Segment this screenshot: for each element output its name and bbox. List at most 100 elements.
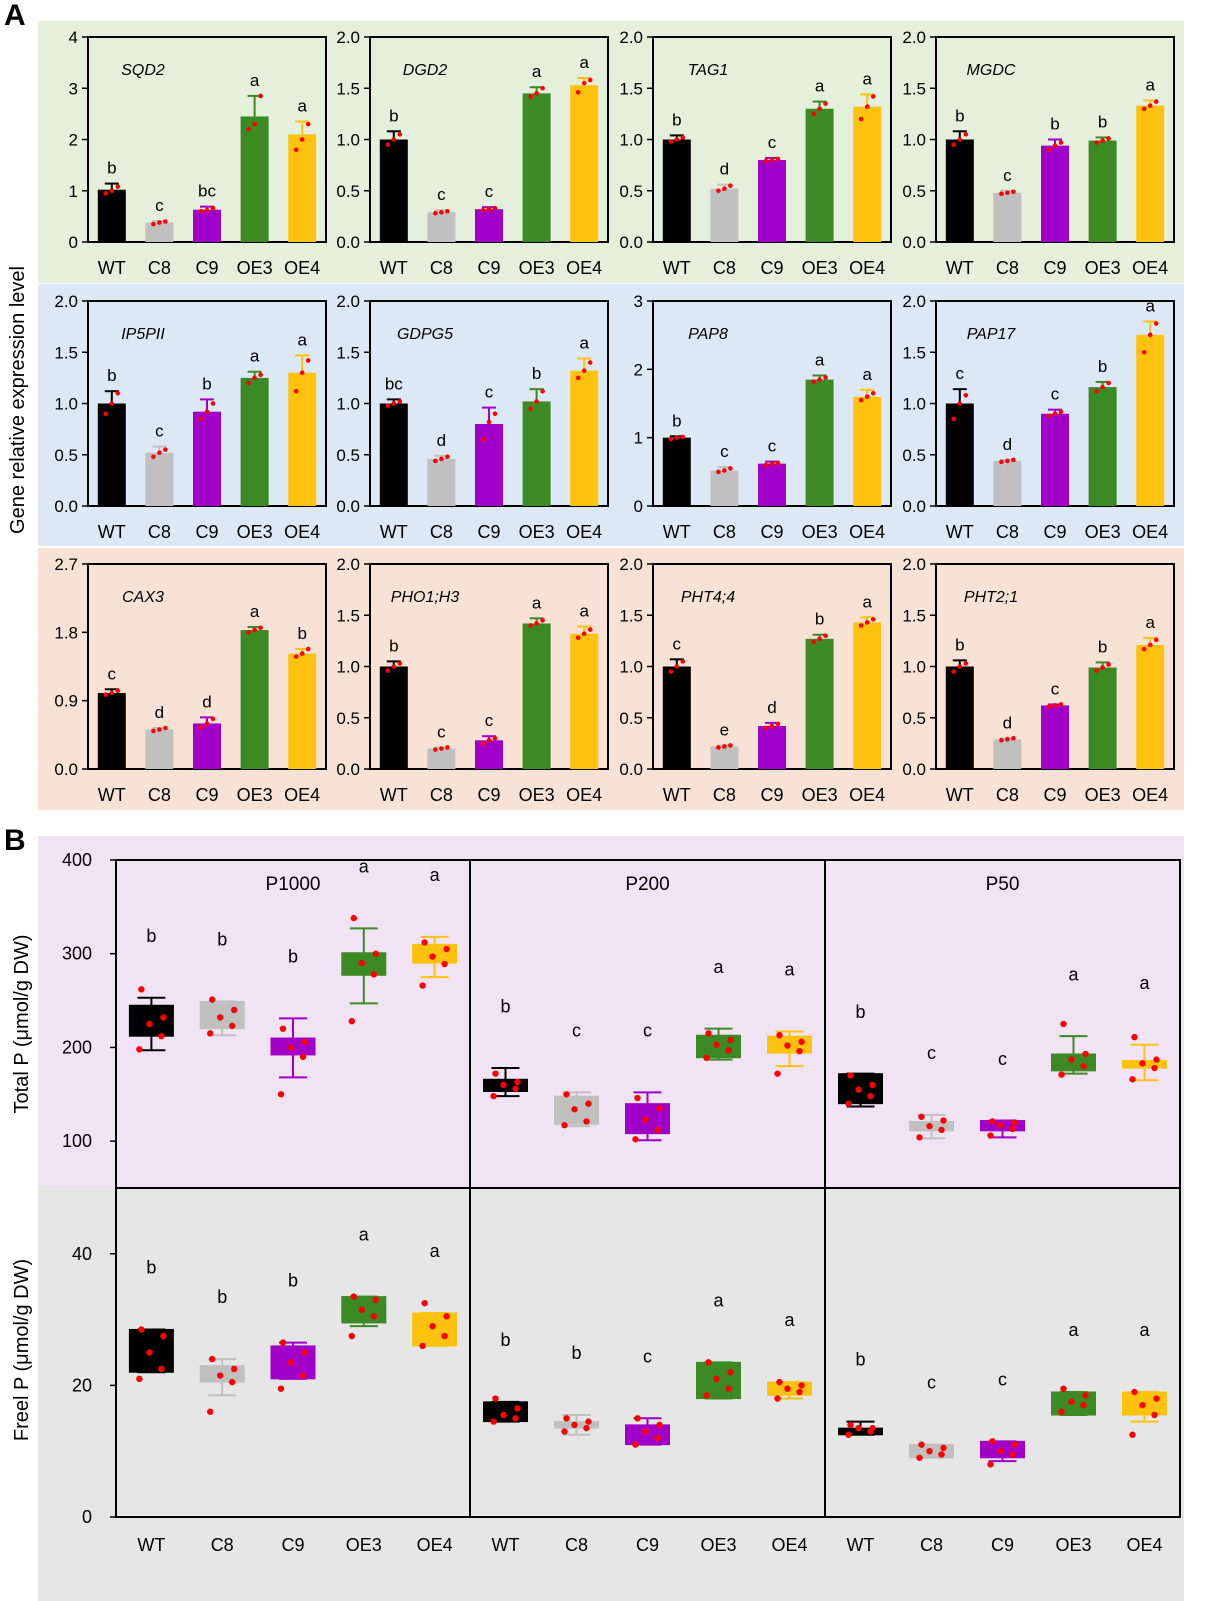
- data-point: [229, 1022, 236, 1030]
- bar: [758, 463, 786, 506]
- data-point: [774, 1395, 781, 1402]
- data-point: [1131, 1388, 1138, 1396]
- x-tick-label: C9: [477, 522, 500, 542]
- x-tick-label: C9: [636, 1535, 659, 1555]
- data-point: [703, 1054, 710, 1061]
- significance-letter: a: [862, 365, 872, 384]
- y-tick-label: 2: [634, 360, 643, 379]
- bar: [193, 723, 221, 769]
- data-point: [1100, 138, 1105, 143]
- data-point: [287, 1359, 295, 1366]
- data-point: [115, 184, 121, 189]
- data-point: [429, 1322, 436, 1330]
- y-tick-label: 1.5: [902, 606, 926, 625]
- data-point: [210, 716, 216, 722]
- significance-letter: b: [1098, 357, 1107, 376]
- data-point: [163, 219, 168, 224]
- data-point: [642, 1116, 649, 1123]
- data-point: [480, 741, 486, 746]
- y-tick-label: 1.0: [54, 395, 78, 414]
- significance-letter: d: [155, 703, 164, 722]
- data-point: [1005, 458, 1010, 464]
- x-tick-label: C8: [713, 258, 736, 278]
- box: [412, 943, 458, 964]
- data-point: [997, 1122, 1004, 1129]
- data-point: [157, 727, 162, 732]
- significance-letter: c: [485, 182, 494, 201]
- x-tick-label: WT: [98, 785, 126, 805]
- y-tick-label: 0.5: [619, 182, 643, 201]
- data-point: [385, 403, 391, 408]
- significance-letter: a: [297, 330, 307, 349]
- y-tick-label: 0.9: [54, 692, 78, 711]
- data-point: [940, 1117, 947, 1124]
- x-tick-label: OE3: [346, 1535, 382, 1555]
- bar: [475, 424, 503, 506]
- data-point: [1046, 147, 1052, 153]
- data-point: [845, 1100, 852, 1107]
- bar: [1088, 667, 1117, 769]
- data-point: [668, 669, 674, 674]
- data-point: [207, 1408, 214, 1415]
- data-point: [989, 1118, 996, 1125]
- y-tick-label: 0.5: [902, 709, 926, 728]
- data-point: [419, 1342, 426, 1350]
- bar: [993, 460, 1022, 506]
- x-tick-label: OE4: [1132, 258, 1168, 278]
- data-point: [210, 205, 216, 211]
- x-tick-label: OE4: [849, 522, 885, 542]
- data-point: [680, 659, 686, 664]
- x-tick-label: OE3: [1085, 258, 1121, 278]
- data-point: [1058, 1071, 1065, 1078]
- x-tick-label: C9: [477, 258, 500, 278]
- data-point: [1100, 384, 1105, 390]
- data-point: [439, 746, 444, 751]
- data-point: [1153, 1056, 1160, 1063]
- x-tick-label: OE4: [417, 1535, 453, 1555]
- data-point: [938, 1451, 945, 1458]
- data-point: [246, 380, 251, 386]
- bar: [1041, 413, 1069, 506]
- x-tick-label: OE4: [1126, 1535, 1162, 1555]
- significance-letter: b: [389, 636, 398, 655]
- data-point: [1141, 349, 1147, 355]
- y-tick-label: 100: [62, 1131, 92, 1151]
- data-point: [258, 93, 263, 99]
- data-point: [784, 1042, 791, 1049]
- free-p-axis-label: Freel P (μmol/g DW): [11, 1259, 33, 1441]
- x-tick-label: OE3: [237, 258, 273, 278]
- significance-letter: a: [784, 1310, 795, 1330]
- data-point: [492, 1395, 499, 1402]
- data-point: [798, 1382, 805, 1389]
- y-tick-label: 1.5: [336, 606, 360, 625]
- data-point: [348, 1332, 355, 1340]
- x-tick-label: WT: [946, 522, 974, 542]
- data-point: [680, 135, 686, 140]
- data-point: [951, 416, 957, 422]
- data-point: [217, 1372, 224, 1379]
- significance-letter: c: [768, 437, 777, 456]
- data-point: [1141, 646, 1147, 652]
- data-point: [1153, 1395, 1160, 1402]
- data-point: [674, 137, 680, 142]
- y-tick-label: 3: [69, 79, 78, 98]
- data-point: [109, 690, 115, 696]
- y-tick-label: 1.5: [336, 79, 360, 98]
- bar: [427, 748, 456, 769]
- panel-a-row-background: [38, 548, 1184, 810]
- data-point: [1060, 1020, 1067, 1028]
- gene-label: PAP17: [967, 326, 1017, 343]
- significance-letter: b: [107, 159, 116, 178]
- significance-letter: c: [108, 664, 117, 683]
- data-point: [1129, 1431, 1136, 1438]
- data-point: [163, 725, 168, 731]
- y-tick-label: 0.0: [902, 233, 926, 252]
- gene-label: PHO1;H3: [391, 589, 460, 606]
- data-point: [987, 1132, 994, 1139]
- data-point: [870, 94, 876, 99]
- significance-letter: b: [855, 1002, 865, 1022]
- y-tick-label: 0: [69, 233, 78, 252]
- data-point: [713, 1375, 720, 1383]
- bar: [145, 452, 174, 506]
- data-point: [847, 1421, 854, 1429]
